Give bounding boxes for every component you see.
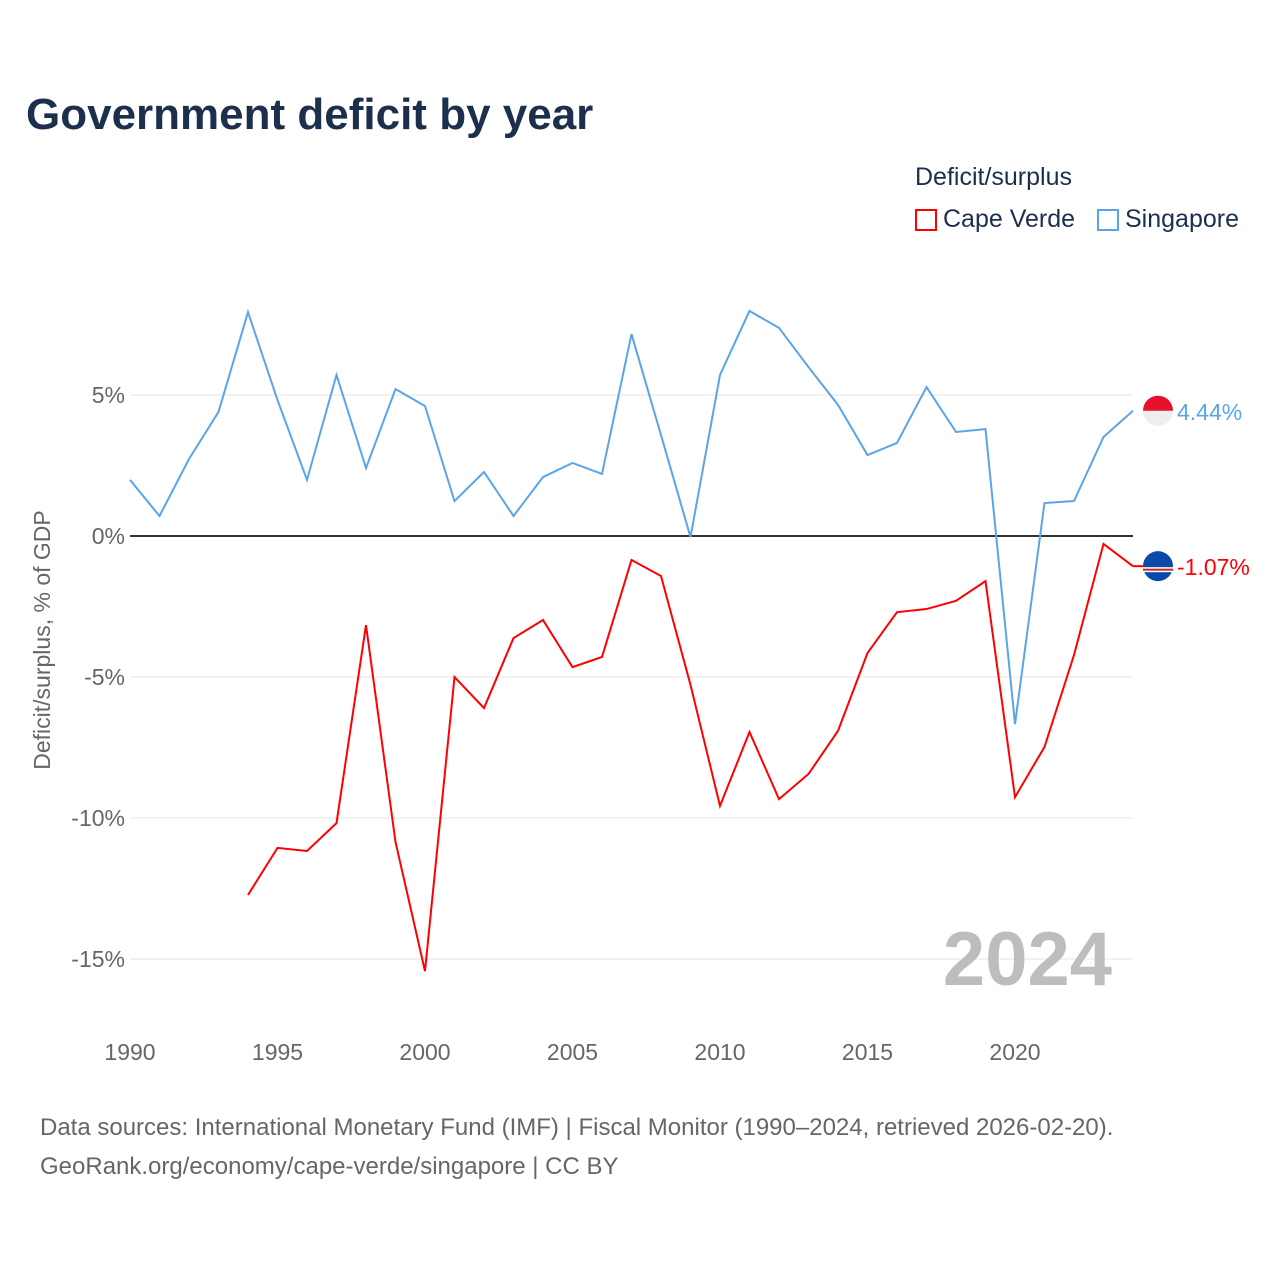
x-tick-label: 2010: [694, 1039, 745, 1065]
cape-verde-flag-icon: [1143, 551, 1173, 582]
legend-title: Deficit/surplus: [915, 163, 1072, 191]
legend-item-cape-verde[interactable]: Cape Verde: [915, 205, 1075, 234]
y-tick-label: -15%: [71, 946, 125, 972]
y-axis-label: Deficit/surplus, % of GDP: [29, 510, 55, 769]
singapore-flag-icon: [1143, 395, 1173, 411]
x-tick-label: 2020: [989, 1039, 1040, 1065]
y-tick-label: -10%: [71, 805, 125, 831]
legend-label: Cape Verde: [943, 205, 1076, 233]
series-line-singapore: [129, 308, 1134, 725]
source-link[interactable]: GeoRank.org/economy/cape-verde/singapore…: [40, 1153, 619, 1180]
cape-verde-flag-icon: [1143, 568, 1173, 571]
legend-swatch: [1097, 208, 1119, 231]
legend-label: Singapore: [1125, 205, 1239, 233]
year-watermark: 2024: [943, 917, 1112, 1002]
series-line-cape-verde: [247, 542, 1134, 972]
end-value-label: -1.07%: [1177, 554, 1250, 580]
x-tick-label: 2015: [842, 1039, 893, 1065]
end-value-label: 4.44%: [1177, 399, 1242, 425]
source-note: Data sources: International Monetary Fun…: [40, 1108, 1113, 1186]
y-tick-label: 5%: [92, 382, 125, 408]
legend-swatch: [915, 208, 937, 231]
chart-title: Government deficit by year: [26, 90, 594, 139]
source-line: Data sources: International Monetary Fun…: [40, 1114, 1114, 1141]
x-tick-label: 2005: [547, 1039, 598, 1065]
x-tick-label: 1990: [104, 1039, 155, 1065]
y-tick-label: -5%: [84, 664, 125, 690]
y-tick-label: 0%: [92, 523, 125, 549]
legend-item-singapore[interactable]: Singapore: [1097, 205, 1239, 234]
x-tick-label: 1995: [252, 1039, 303, 1065]
x-tick-label: 2000: [399, 1039, 450, 1065]
